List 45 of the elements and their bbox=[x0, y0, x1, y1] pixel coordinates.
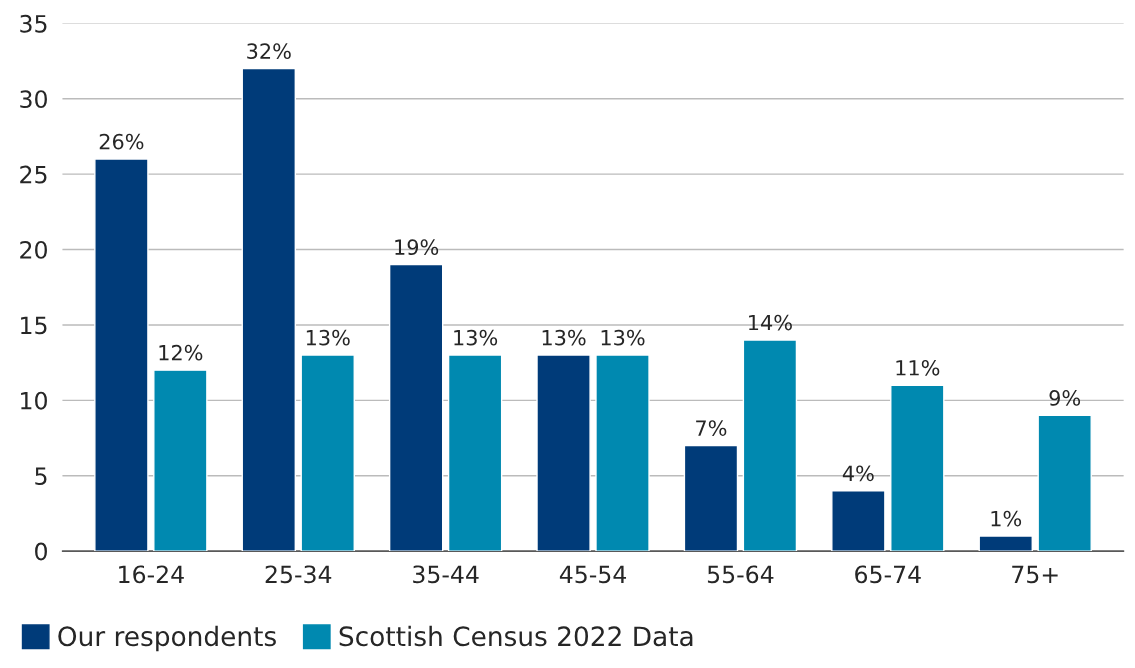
bar bbox=[742, 339, 798, 552]
data-label: 4% bbox=[842, 465, 874, 482]
data-label: 11% bbox=[896, 359, 940, 376]
x-tick-label: 75+ bbox=[1012, 565, 1058, 584]
y-tick-label: 5 bbox=[35, 467, 47, 486]
bar bbox=[683, 444, 739, 552]
x-tick-label: 65-74 bbox=[855, 565, 921, 584]
data-label: 13% bbox=[454, 329, 498, 346]
bar bbox=[388, 263, 444, 552]
bar bbox=[595, 354, 650, 552]
data-label: 32% bbox=[247, 43, 291, 60]
bar bbox=[978, 535, 1033, 552]
data-label: 26% bbox=[99, 133, 144, 150]
data-label: 14% bbox=[749, 314, 792, 331]
bar bbox=[153, 369, 208, 552]
y-tick-label: 30 bbox=[20, 90, 47, 109]
bar bbox=[241, 67, 296, 552]
y-tick-label: 35 bbox=[20, 14, 47, 33]
x-tick-label: 45-54 bbox=[559, 565, 627, 584]
y-tick-label: 15 bbox=[21, 316, 47, 335]
data-label: 1% bbox=[991, 510, 1022, 527]
x-tick-label: 55-64 bbox=[707, 565, 774, 584]
y-tick-label: 25 bbox=[20, 165, 47, 184]
bar bbox=[447, 354, 503, 552]
y-tick-label: 0 bbox=[35, 542, 47, 561]
bar bbox=[300, 354, 355, 552]
legend-label: Our respondents bbox=[58, 625, 276, 652]
bar bbox=[1037, 414, 1092, 552]
data-label: 9% bbox=[1049, 390, 1081, 406]
x-tick-label: 35-44 bbox=[413, 565, 479, 584]
data-label: 12% bbox=[159, 344, 203, 361]
data-label: 13% bbox=[601, 329, 645, 346]
data-label: 13% bbox=[306, 329, 350, 346]
bar bbox=[890, 384, 945, 552]
x-tick-label: 16-24 bbox=[119, 565, 184, 584]
bar bbox=[536, 354, 591, 552]
y-tick-label: 20 bbox=[20, 240, 47, 259]
data-label: 13% bbox=[542, 329, 586, 346]
x-tick-label: 25-34 bbox=[265, 565, 332, 584]
bar bbox=[94, 158, 149, 552]
data-label: 7% bbox=[696, 420, 727, 436]
bar bbox=[831, 490, 886, 552]
y-tick-label: 10 bbox=[21, 391, 47, 410]
data-label: 19% bbox=[395, 239, 439, 256]
legend-label: Scottish Census 2022 Data bbox=[339, 625, 693, 647]
